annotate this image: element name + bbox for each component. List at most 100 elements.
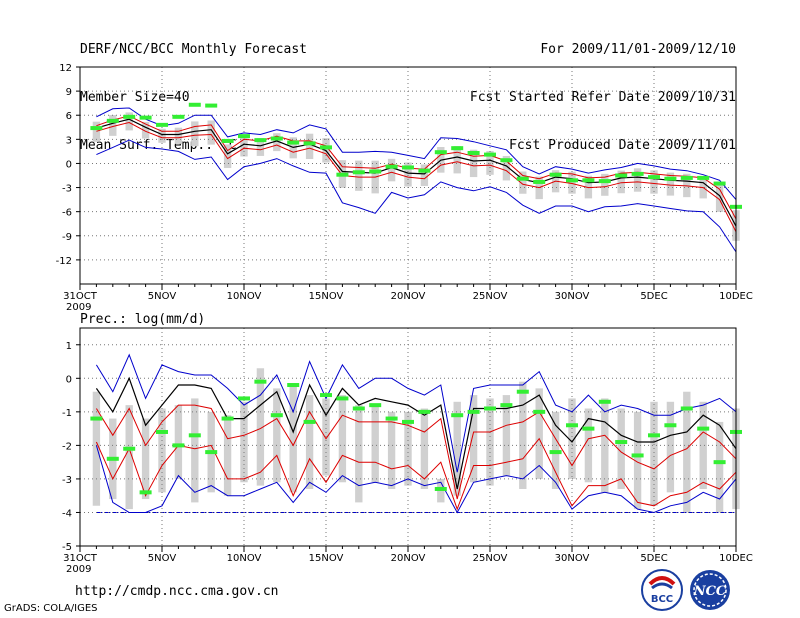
precip-xtick-sublabel-31OCT: 2009	[66, 564, 91, 575]
temp-box-day-17	[355, 160, 363, 191]
temp-observed-marker-day-36	[664, 176, 677, 181]
temp-box-day-20	[404, 162, 412, 187]
temp-observed-marker-day-31	[582, 178, 595, 183]
temp-observed-marker-day-1	[90, 126, 103, 131]
precip-observed-marker-day-6	[172, 443, 185, 448]
precip-observed-marker-day-8	[205, 450, 218, 455]
temp-line-ensemble-min	[96, 139, 737, 253]
precip-observed-marker-day-39	[713, 460, 726, 465]
precip-line-ensemble-max	[95, 353, 737, 473]
precip-box-day-18	[371, 405, 379, 483]
precip-observed-marker-day-25	[484, 406, 496, 411]
source-url[interactable]: http://cmdp.ncc.cma.gov.cn	[75, 584, 279, 599]
precip-ytick-label--5: -5	[62, 542, 72, 553]
precip-observed-marker-day-15	[320, 393, 332, 398]
temp-ytick-label--6: -6	[62, 208, 72, 219]
precip-observed-marker-day-18	[369, 403, 382, 408]
temp-observed-marker-day-3	[123, 114, 136, 119]
temp-observed-marker-day-15	[320, 145, 332, 150]
temp-ytick-label-12: 12	[59, 63, 72, 74]
temp-box-day-25	[486, 151, 494, 175]
temp-xtick-label-10DEC: 10DEC	[719, 291, 753, 302]
temp-box-day-33	[617, 170, 625, 194]
precip-observed-marker-day-28	[533, 409, 546, 414]
temp-observed-marker-day-23	[451, 146, 464, 151]
precip-xtick-label-10DEC: 10DEC	[719, 553, 753, 564]
precip-observed-marker-day-5	[156, 429, 168, 434]
temp-observed-marker-day-26	[500, 158, 513, 163]
precip-observed-marker-day-21	[418, 409, 431, 414]
temp-box-day-27	[519, 171, 527, 194]
precip-box-day-37	[683, 391, 691, 513]
temp-xtick-label-10NOV: 10NOV	[227, 291, 262, 302]
temp-xtick-label-20NOV: 20NOV	[391, 291, 426, 302]
produced-date: Fcst Produced Date 2009/11/01	[509, 138, 736, 153]
temp-observed-marker-day-18	[369, 169, 382, 174]
temp-observed-marker-day-5	[156, 122, 168, 127]
temp-observed-marker-day-2	[106, 118, 119, 123]
precip-observed-marker-day-1	[90, 416, 103, 421]
temp-observed-marker-day-21	[418, 168, 431, 173]
precip-observed-marker-day-29	[549, 450, 562, 455]
precip-box-day-28	[535, 388, 543, 479]
precip-box-day-10	[240, 401, 248, 483]
temp-observed-marker-day-32	[598, 179, 611, 184]
header-right: For 2009/11/01-2009/12/10 Fcst Started R…	[470, 10, 736, 170]
temp-observed-marker-day-33	[615, 173, 628, 178]
precip-box-day-11	[256, 368, 265, 486]
precip-observed-marker-day-37	[680, 406, 693, 411]
precip-box-day-9	[223, 415, 232, 496]
precip-box-day-13	[289, 385, 297, 493]
temp-xtick-label-25NOV: 25NOV	[473, 291, 508, 302]
temp-box-day-30	[568, 171, 576, 194]
precip-observed-marker-day-12	[270, 413, 283, 418]
temp-xtick-label-5DEC: 5DEC	[640, 291, 667, 302]
precip-panel-title: Prec.: log(mm/d)	[80, 312, 205, 327]
temp-ytick-label-3: 3	[66, 135, 72, 146]
precip-xtick-label-5NOV: 5NOV	[148, 553, 177, 564]
precip-xtick-label-30NOV: 30NOV	[555, 553, 590, 564]
temp-observed-marker-day-13	[287, 140, 300, 145]
temp-observed-marker-day-30	[566, 178, 578, 183]
precip-box-day-24	[469, 395, 478, 483]
temp-ytick-label-6: 6	[66, 111, 72, 122]
temp-ytick-label-9: 9	[66, 87, 72, 98]
temp-line-ensemble-max	[96, 107, 737, 200]
temp-observed-marker-day-27	[516, 176, 529, 181]
temp-box-day-14	[305, 133, 314, 160]
temp-box-day-9	[223, 144, 232, 169]
precip-observed-marker-day-10	[238, 396, 250, 401]
temp-ytick-label--12: -12	[56, 256, 72, 267]
temp-box-day-23	[453, 146, 461, 174]
temp-observed-marker-day-10	[238, 134, 250, 139]
temp-box-day-26	[502, 155, 511, 181]
temp-box-day-39	[715, 185, 724, 212]
precip-observed-marker-day-19	[385, 416, 398, 421]
precip-xtick-label-10NOV: 10NOV	[227, 553, 262, 564]
precip-box-day-5	[158, 408, 166, 493]
precip-xtick-label-5DEC: 5DEC	[640, 553, 667, 564]
precip-observed-marker-day-27	[516, 389, 529, 394]
precip-box-day-35	[650, 401, 658, 506]
precip-box-day-21	[420, 408, 429, 489]
temp-observed-marker-day-29	[549, 172, 562, 177]
temp-observed-marker-day-17	[352, 170, 365, 175]
member-size: Member Size=40	[80, 90, 190, 105]
temp-observed-marker-day-25	[484, 152, 496, 157]
precip-observed-marker-day-17	[352, 406, 365, 411]
precip-observed-marker-day-38	[697, 426, 710, 431]
precip-observed-marker-day-32	[598, 399, 611, 404]
temp-line-lower-quartile	[96, 121, 737, 233]
temp-box-day-36	[666, 172, 675, 196]
precip-observed-marker-day-9	[221, 416, 234, 421]
precip-xtick-label-15NOV: 15NOV	[309, 553, 344, 564]
precip-observed-marker-day-23	[451, 413, 464, 418]
precip-observed-marker-day-34	[631, 453, 644, 458]
temp-box-day-4	[141, 121, 150, 139]
precip-box-day-6	[174, 405, 183, 479]
temp-ytick-label--3: -3	[62, 184, 72, 195]
started-refer-date: Fcst Started Refer Date 2009/10/31	[469, 90, 736, 105]
precip-box-day-34	[633, 411, 642, 510]
temp-box-day-3	[125, 112, 133, 131]
temp-ytick-label--9: -9	[62, 232, 72, 243]
